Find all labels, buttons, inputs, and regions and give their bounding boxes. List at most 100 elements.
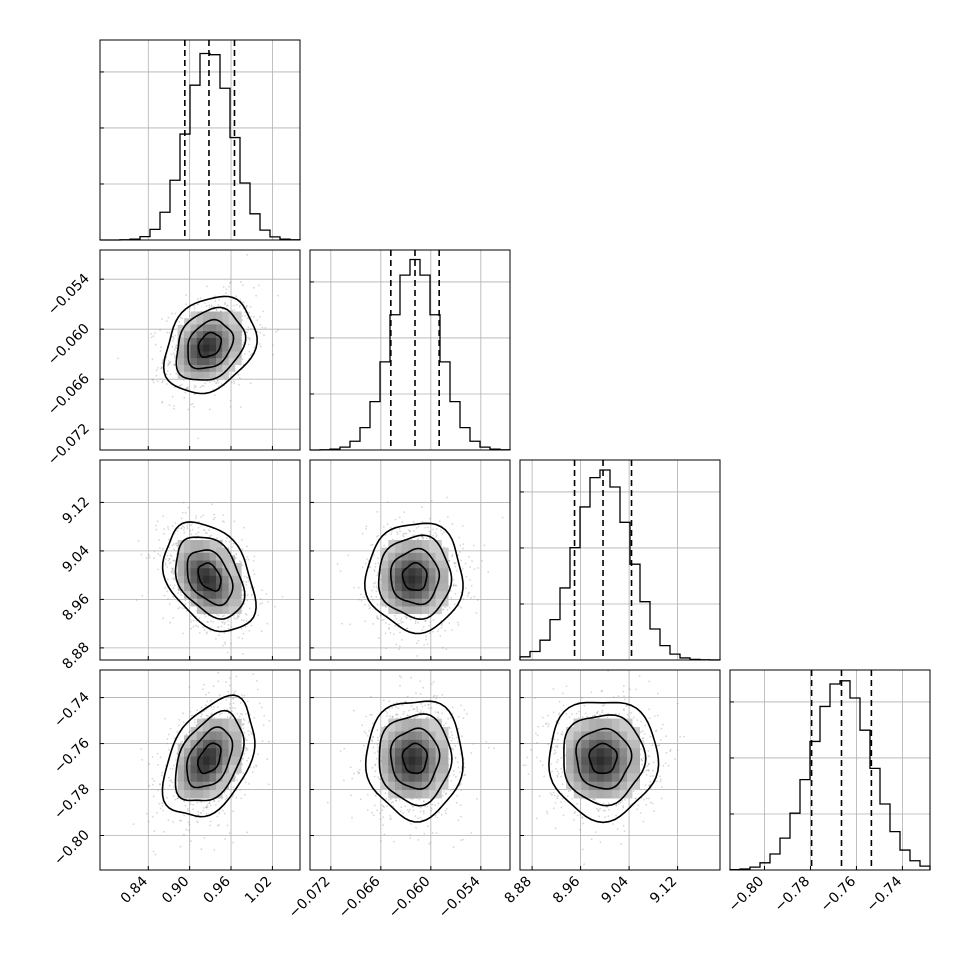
sample-point — [462, 547, 464, 550]
sample-point — [197, 303, 199, 306]
sample-point — [377, 746, 379, 748]
sample-point — [241, 358, 244, 361]
sample-point — [232, 542, 235, 545]
sample-point — [360, 593, 362, 596]
sample-point — [241, 564, 244, 567]
sample-point — [361, 532, 364, 535]
sample-point — [168, 784, 171, 787]
sample-point — [171, 567, 173, 570]
sample-point — [216, 379, 219, 382]
sample-point — [172, 795, 175, 797]
sample-point — [152, 795, 155, 798]
sample-point — [208, 381, 211, 383]
sample-point — [429, 534, 432, 537]
sample-point — [167, 316, 170, 319]
sample-point — [190, 621, 193, 623]
sample-point — [178, 606, 181, 609]
sample-point — [189, 803, 192, 806]
sample-point — [185, 733, 188, 736]
sample-point — [400, 621, 403, 624]
sample-point — [262, 310, 265, 313]
sample-point — [208, 800, 211, 803]
sample-point — [212, 708, 215, 711]
sample-point — [164, 587, 166, 589]
sample-point — [187, 386, 189, 389]
sample-point — [175, 542, 178, 545]
sample-point — [168, 733, 170, 736]
sample-point — [242, 757, 244, 760]
sample-point — [208, 306, 211, 309]
sample-point — [231, 707, 234, 709]
sample-point — [203, 529, 206, 531]
sample-point — [392, 805, 395, 808]
sample-point — [247, 580, 250, 583]
panel-frame — [309, 459, 511, 661]
sample-point — [381, 619, 383, 622]
sample-point — [172, 572, 175, 575]
sample-point — [145, 557, 148, 559]
sample-point — [366, 734, 369, 737]
sample-point — [376, 617, 379, 620]
sample-point — [116, 357, 119, 360]
sample-point — [178, 724, 180, 727]
sample-point — [372, 746, 375, 749]
sample-point — [243, 694, 246, 697]
sample-point — [230, 281, 232, 283]
sample-point — [206, 621, 209, 623]
sample-point — [452, 788, 455, 791]
sample-point — [223, 614, 226, 617]
sample-point — [215, 382, 218, 384]
sample-point — [389, 815, 391, 817]
sample-point — [252, 560, 255, 562]
sample-point — [187, 829, 190, 832]
sample-point — [156, 380, 159, 383]
sample-point — [459, 544, 462, 547]
sample-point — [259, 323, 262, 326]
sample-point — [272, 353, 275, 356]
sample-point — [432, 528, 435, 531]
sample-point — [446, 496, 448, 499]
sample-point — [167, 362, 170, 365]
sample-point — [419, 693, 422, 695]
sample-point — [238, 304, 241, 307]
sample-point — [223, 632, 226, 634]
sample-point — [468, 555, 470, 558]
sample-point — [169, 554, 172, 557]
sample-point — [225, 540, 227, 542]
sample-point — [234, 690, 237, 693]
sample-point — [376, 510, 379, 513]
sample-point — [218, 800, 220, 802]
sample-point — [422, 810, 425, 813]
sample-point — [222, 514, 225, 516]
contour-level-3 — [162, 295, 258, 395]
sample-point — [157, 568, 159, 571]
sample-point — [277, 294, 279, 297]
sample-point — [427, 703, 430, 706]
sample-point — [167, 360, 170, 362]
sample-point — [383, 806, 385, 809]
sample-point — [414, 622, 417, 625]
sample-point — [353, 586, 355, 589]
sample-point — [229, 716, 232, 719]
sample-point — [370, 713, 373, 716]
sample-point — [245, 584, 248, 586]
sample-point — [232, 702, 235, 705]
sample-point — [237, 374, 240, 376]
sample-point — [402, 812, 405, 814]
sample-point — [423, 644, 426, 646]
sample-point — [193, 386, 196, 389]
sample-point — [454, 756, 457, 759]
sample-point — [223, 623, 226, 625]
sample-point — [370, 595, 373, 598]
sample-point — [226, 797, 228, 799]
sample-point — [245, 305, 248, 308]
sample-point — [169, 768, 172, 770]
sample-point — [234, 707, 236, 710]
sample-point — [173, 356, 176, 359]
sample-point — [414, 620, 417, 623]
sample-point — [183, 526, 186, 529]
sample-point — [366, 809, 369, 812]
sample-point — [161, 366, 163, 369]
sample-point — [437, 716, 439, 719]
sample-point — [370, 544, 372, 546]
